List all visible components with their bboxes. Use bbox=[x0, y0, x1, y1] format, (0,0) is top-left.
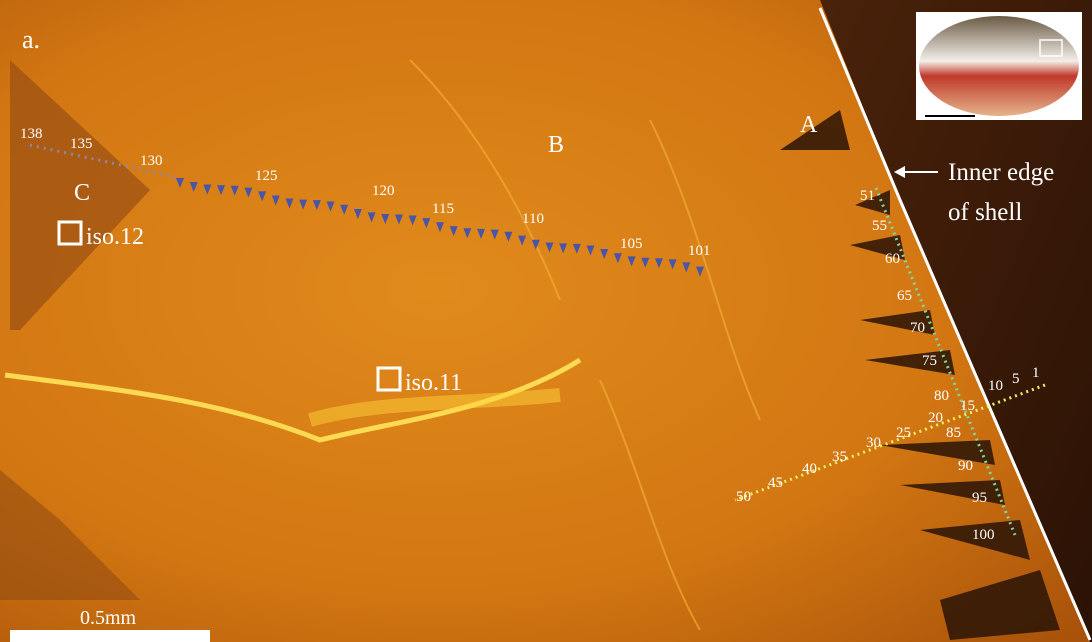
transect-label: 130 bbox=[140, 153, 163, 169]
transect-label: 120 bbox=[372, 183, 395, 199]
panel-label: a. bbox=[22, 25, 40, 54]
transect-label: 20 bbox=[928, 410, 943, 426]
transect-label: 10 bbox=[988, 378, 1003, 394]
transect-label: 55 bbox=[872, 218, 887, 234]
transect-label: 35 bbox=[832, 449, 847, 465]
transect-label: 101 bbox=[688, 243, 711, 259]
transect-label: 100 bbox=[972, 527, 995, 543]
transect-label: 45 bbox=[768, 475, 783, 491]
annotation: Inner edge bbox=[948, 159, 1054, 186]
transect-label: 1 bbox=[1032, 365, 1040, 381]
transect-label: 80 bbox=[934, 388, 949, 404]
region-label: A bbox=[800, 112, 818, 138]
transect-label: 30 bbox=[866, 435, 881, 451]
transect-label: 50 bbox=[736, 489, 751, 505]
sample-label: iso.11 bbox=[405, 370, 462, 396]
transect-label: 90 bbox=[958, 458, 973, 474]
transect-label: 115 bbox=[432, 201, 454, 217]
transect-label: 25 bbox=[896, 425, 911, 441]
micrograph: 1510152025303540455051556065707580859095… bbox=[0, 0, 1092, 642]
transect-label: 51 bbox=[860, 188, 875, 204]
transect-label: 60 bbox=[885, 251, 900, 267]
transect-label: 75 bbox=[922, 353, 937, 369]
transect-label: 5 bbox=[1012, 371, 1020, 387]
region-label: B bbox=[548, 132, 564, 158]
transect-label: 105 bbox=[620, 236, 643, 252]
transect-label: 70 bbox=[910, 320, 925, 336]
transect-label: 138 bbox=[20, 126, 43, 142]
transect-label: 135 bbox=[70, 136, 93, 152]
annotation: of shell bbox=[948, 199, 1022, 226]
sample-label: iso.12 bbox=[86, 224, 144, 250]
transect-label: 40 bbox=[802, 461, 817, 477]
transect-label: 65 bbox=[897, 288, 912, 304]
scale-label: 0.5mm bbox=[80, 607, 137, 629]
inset bbox=[916, 12, 1082, 120]
transect-label: 85 bbox=[946, 425, 961, 441]
region-label: C bbox=[74, 180, 90, 206]
scale-bar bbox=[10, 630, 210, 642]
transect-label: 125 bbox=[255, 168, 278, 184]
transect-label: 15 bbox=[960, 398, 975, 414]
transect-label: 110 bbox=[522, 211, 544, 227]
transect-label: 95 bbox=[972, 490, 987, 506]
